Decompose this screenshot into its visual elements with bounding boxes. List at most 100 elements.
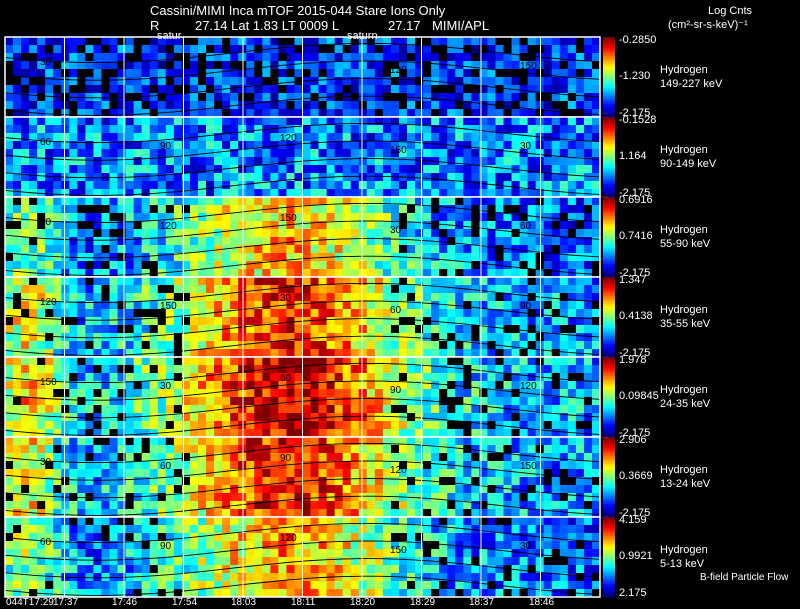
r-label: R	[150, 18, 160, 33]
contour-label: 30	[390, 225, 402, 236]
contour-label: 60	[280, 373, 292, 384]
x-tick-label: 18:11	[291, 597, 316, 608]
energy-label: 55-90 keV	[660, 238, 711, 250]
colorbar-max: 2.906	[619, 434, 647, 446]
panel-label: Hydrogen 24-35 keV	[660, 383, 710, 411]
x-tick-label: 17:37	[53, 597, 79, 608]
colorbar-4	[603, 357, 615, 438]
panel-label: Hydrogen 55-90 keV	[660, 223, 710, 251]
colorbar-1	[603, 117, 615, 198]
colorbar-min: -2.175	[619, 507, 651, 519]
energy-label: 90-149 keV	[660, 158, 717, 170]
colorbar-min: -2.175	[619, 427, 651, 439]
panel-label: Hydrogen 35-55 keV	[660, 303, 710, 331]
panel-2: 90 120 150 30 60	[4, 196, 601, 278]
energy-label: 24-35 keV	[660, 398, 711, 410]
contour-label: 90	[520, 301, 532, 312]
colorbar-min: 2.175	[619, 587, 647, 599]
species-label: Hydrogen	[660, 304, 708, 316]
colorbar-6	[603, 517, 615, 598]
contour-label: 150	[520, 461, 537, 472]
marker-label: saturn	[347, 30, 378, 42]
energy-label: 13-24 keV	[660, 478, 711, 490]
contour-label: 90	[280, 53, 292, 64]
energy-label: 149-227 keV	[660, 78, 723, 90]
contour-label: 150	[280, 213, 297, 224]
contour-label: 90	[160, 141, 172, 152]
contour-label: 60	[40, 537, 52, 548]
contour-label: 150	[390, 545, 407, 556]
plot-title: Cassini/MIMI Inca mTOF 2015-044 Stare Io…	[150, 3, 446, 18]
x-tick-label: 18:03	[231, 597, 257, 608]
contour-label: 120	[390, 65, 407, 76]
org-label: MIMI/APL	[432, 18, 490, 33]
colorbar-3	[603, 277, 615, 358]
x-tick-label: 18:29	[410, 597, 436, 608]
contour-label: 150	[160, 301, 177, 312]
panel-label: Hydrogen 149-227 keV	[660, 63, 722, 91]
x-tick-label: 18:37	[469, 597, 495, 608]
contour-label: 120	[280, 133, 297, 144]
colorbar-min: -2.175	[619, 267, 651, 279]
colorbar-mid: 0.7416	[619, 230, 653, 242]
colorbar-min: -2.175	[619, 107, 651, 119]
colorbar-max: 0.6916	[619, 194, 653, 206]
colorbar-mid: 0.3669	[619, 470, 653, 482]
panel-3: 120 150 30 60 90	[4, 276, 601, 358]
energy-label: 5-13 keV	[660, 558, 705, 570]
ephemeris-values: 27.14 Lat 1.83 LT 0009 L	[195, 18, 340, 33]
species-label: Hydrogen	[660, 64, 708, 76]
units-label: (cm²-sr-s-keV)⁻¹	[668, 19, 748, 31]
contour-label: 150	[40, 377, 57, 388]
colorbar-max: 1.978	[619, 354, 647, 366]
colorbar-2	[603, 197, 615, 278]
colorbar-max: 1.347	[619, 274, 647, 286]
colorbar-5	[603, 437, 615, 518]
species-label: Hydrogen	[660, 544, 708, 556]
contour-label: 90	[390, 385, 402, 396]
x-tick-label: 17:46	[112, 597, 138, 608]
contour-label: 30	[40, 457, 52, 468]
contour-label: 60	[40, 137, 52, 148]
panel-1: 60 90 120 150 30	[4, 116, 601, 198]
contour-label: 120	[280, 533, 297, 544]
species-label: Hydrogen	[660, 464, 708, 476]
contour-label: 120	[160, 221, 177, 232]
contour-label: 30	[520, 141, 532, 152]
contour-label: 120	[520, 381, 537, 392]
x-tick-label: 18:46	[529, 597, 555, 608]
contour-label: 60	[160, 61, 172, 72]
colorbar-mid: 0.9921	[619, 550, 653, 562]
contour-label: 90	[40, 217, 52, 228]
colorbar-mid: 1.164	[619, 150, 647, 162]
energy-label: 35-55 keV	[660, 318, 711, 330]
colorbar-min: -2.175	[619, 347, 651, 359]
species-label: Hydrogen	[660, 384, 708, 396]
panel-0: 30 60 90 120 150	[4, 36, 601, 118]
contour-label: 30	[40, 57, 52, 68]
x-tick-label: 17:54	[172, 597, 198, 608]
contour-label: 60	[390, 305, 402, 316]
units-title: Log Cnts	[708, 5, 753, 17]
contour-label: 150	[520, 61, 537, 72]
colorbar-mid: -1.230	[619, 70, 651, 82]
x-tick-label: 044T17:29	[6, 597, 54, 608]
contour-label: 120	[390, 465, 407, 476]
species-label: Hydrogen	[660, 144, 708, 156]
colorbar-min: -2.175	[619, 187, 651, 199]
contour-label: 60	[520, 221, 532, 232]
colorbar-max: -0.2850	[619, 34, 657, 46]
contour-label: 150	[390, 145, 407, 156]
colorbar-0	[603, 37, 615, 118]
panel-6: 60 90 120 150 30	[4, 516, 601, 598]
colorbar-max: -0.1528	[619, 114, 657, 126]
contour-label: 120	[40, 297, 57, 308]
contour-label: 30	[280, 293, 292, 304]
panel-label: Hydrogen 90-149 keV	[660, 143, 716, 171]
panel-label: Hydrogen 5-13 keV	[660, 543, 708, 571]
panel-5: 30 60 90 120 150	[4, 436, 601, 518]
marker-label: satur	[157, 30, 182, 42]
panel-4: 150 30 60 90 120	[4, 356, 601, 438]
colorbar-mid: 0.09845	[619, 390, 659, 402]
